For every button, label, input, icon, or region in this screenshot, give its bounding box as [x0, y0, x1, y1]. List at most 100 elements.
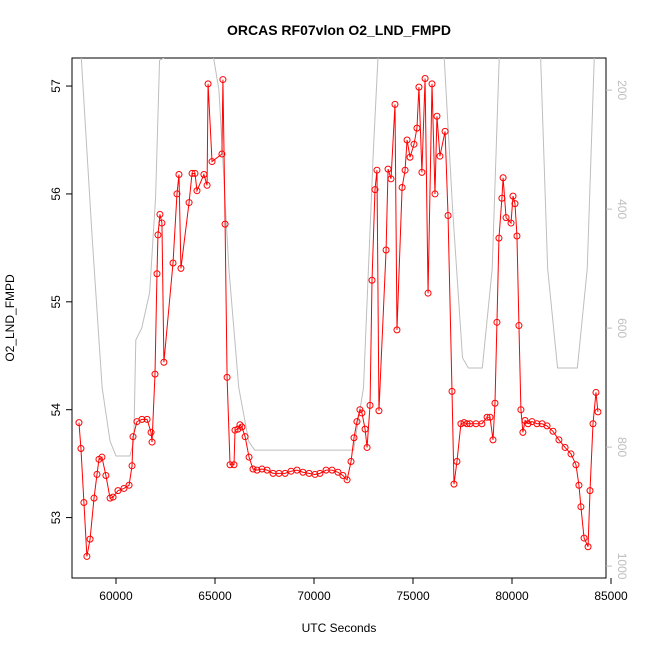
data-point: [258, 465, 266, 473]
y2-tick-label: 800: [615, 437, 629, 457]
data-point: [173, 190, 181, 198]
data-point: [361, 425, 369, 433]
data-point: [83, 552, 91, 560]
data-point: [507, 219, 515, 227]
data-point: [343, 476, 351, 484]
data-point: [218, 150, 226, 158]
data-point: [160, 358, 168, 366]
y-tick-label: 55: [49, 295, 63, 309]
data-point: [200, 171, 208, 179]
data-point: [524, 420, 532, 428]
data-point: [203, 181, 211, 189]
data-point: [347, 457, 355, 465]
data-point: [204, 80, 212, 88]
y-tick-label: 54: [49, 403, 63, 417]
data-point: [453, 457, 461, 465]
x-tick-label: 85000: [594, 589, 628, 603]
x-axis-label: UTC Seconds: [302, 621, 377, 635]
data-point: [555, 436, 563, 444]
y2-tick-label: 400: [615, 199, 629, 219]
data-point: [109, 493, 117, 501]
data-point: [125, 481, 133, 489]
x-tick-label: 60000: [99, 589, 133, 603]
data-point: [382, 246, 390, 254]
data-point: [231, 426, 239, 434]
x-tick-label: 75000: [396, 589, 430, 603]
y-tick-label: 57: [49, 79, 63, 93]
data-point: [316, 469, 324, 477]
data-point: [421, 74, 429, 82]
data-point: [230, 461, 238, 469]
data-point: [594, 408, 602, 416]
data-point: [450, 480, 458, 488]
data-point: [221, 220, 229, 228]
data-point: [586, 487, 594, 495]
data-point: [153, 270, 161, 278]
data-point: [188, 169, 196, 177]
data-point: [350, 434, 358, 442]
data-point: [431, 190, 439, 198]
data-point: [491, 399, 499, 407]
data-point: [191, 169, 199, 177]
data-point: [208, 158, 216, 166]
data-point: [444, 212, 452, 220]
data-point: [90, 494, 98, 502]
data-point: [129, 433, 137, 441]
chart-title: ORCAS RF07vlon O2_LND_FMPD: [227, 22, 451, 38]
data-point: [311, 470, 319, 478]
data-point: [185, 199, 193, 207]
data-point: [77, 445, 85, 453]
data-point: [253, 466, 261, 474]
data-point: [120, 484, 128, 492]
data-point: [393, 326, 401, 334]
data-point: [128, 462, 136, 470]
data-point: [533, 420, 541, 428]
data-point: [448, 387, 456, 395]
data-point: [236, 421, 244, 429]
data-point: [339, 472, 347, 480]
plot-area: [75, 58, 602, 560]
y-tick-label: 53: [49, 511, 63, 525]
data-point: [375, 407, 383, 415]
data-point: [223, 373, 231, 381]
data-point: [415, 83, 423, 91]
data-point: [410, 140, 418, 148]
data-point: [219, 76, 227, 84]
data-point: [177, 264, 185, 272]
data-point: [373, 166, 381, 174]
data-point: [151, 370, 159, 378]
data-point: [398, 183, 406, 191]
data-point: [75, 419, 83, 427]
data-point: [169, 259, 177, 267]
data-point: [226, 461, 234, 469]
data-point: [589, 420, 597, 428]
data-point: [486, 413, 494, 421]
data-point: [371, 186, 379, 194]
data-point: [592, 388, 600, 396]
data-point: [406, 153, 414, 161]
data-point: [147, 428, 155, 436]
data-point: [493, 318, 501, 326]
data-point: [328, 466, 336, 474]
data-point: [584, 543, 592, 551]
data-point: [498, 194, 506, 202]
data-point: [509, 192, 517, 200]
data-point: [543, 422, 551, 430]
data-point: [263, 466, 271, 474]
data-point: [513, 232, 521, 240]
data-point: [511, 200, 519, 208]
data-point: [572, 461, 580, 469]
data-point: [281, 469, 289, 477]
x-tick-label: 70000: [297, 589, 331, 603]
y2-tick-label: 1000: [615, 553, 629, 580]
data-point: [175, 171, 183, 179]
data-point: [334, 468, 342, 476]
data-point: [387, 175, 395, 183]
x-tick-label: 80000: [495, 589, 529, 603]
data-point: [143, 415, 151, 423]
data-point: [463, 420, 471, 428]
data-point: [441, 127, 449, 135]
data-point: [575, 481, 583, 489]
data-point: [577, 503, 585, 511]
